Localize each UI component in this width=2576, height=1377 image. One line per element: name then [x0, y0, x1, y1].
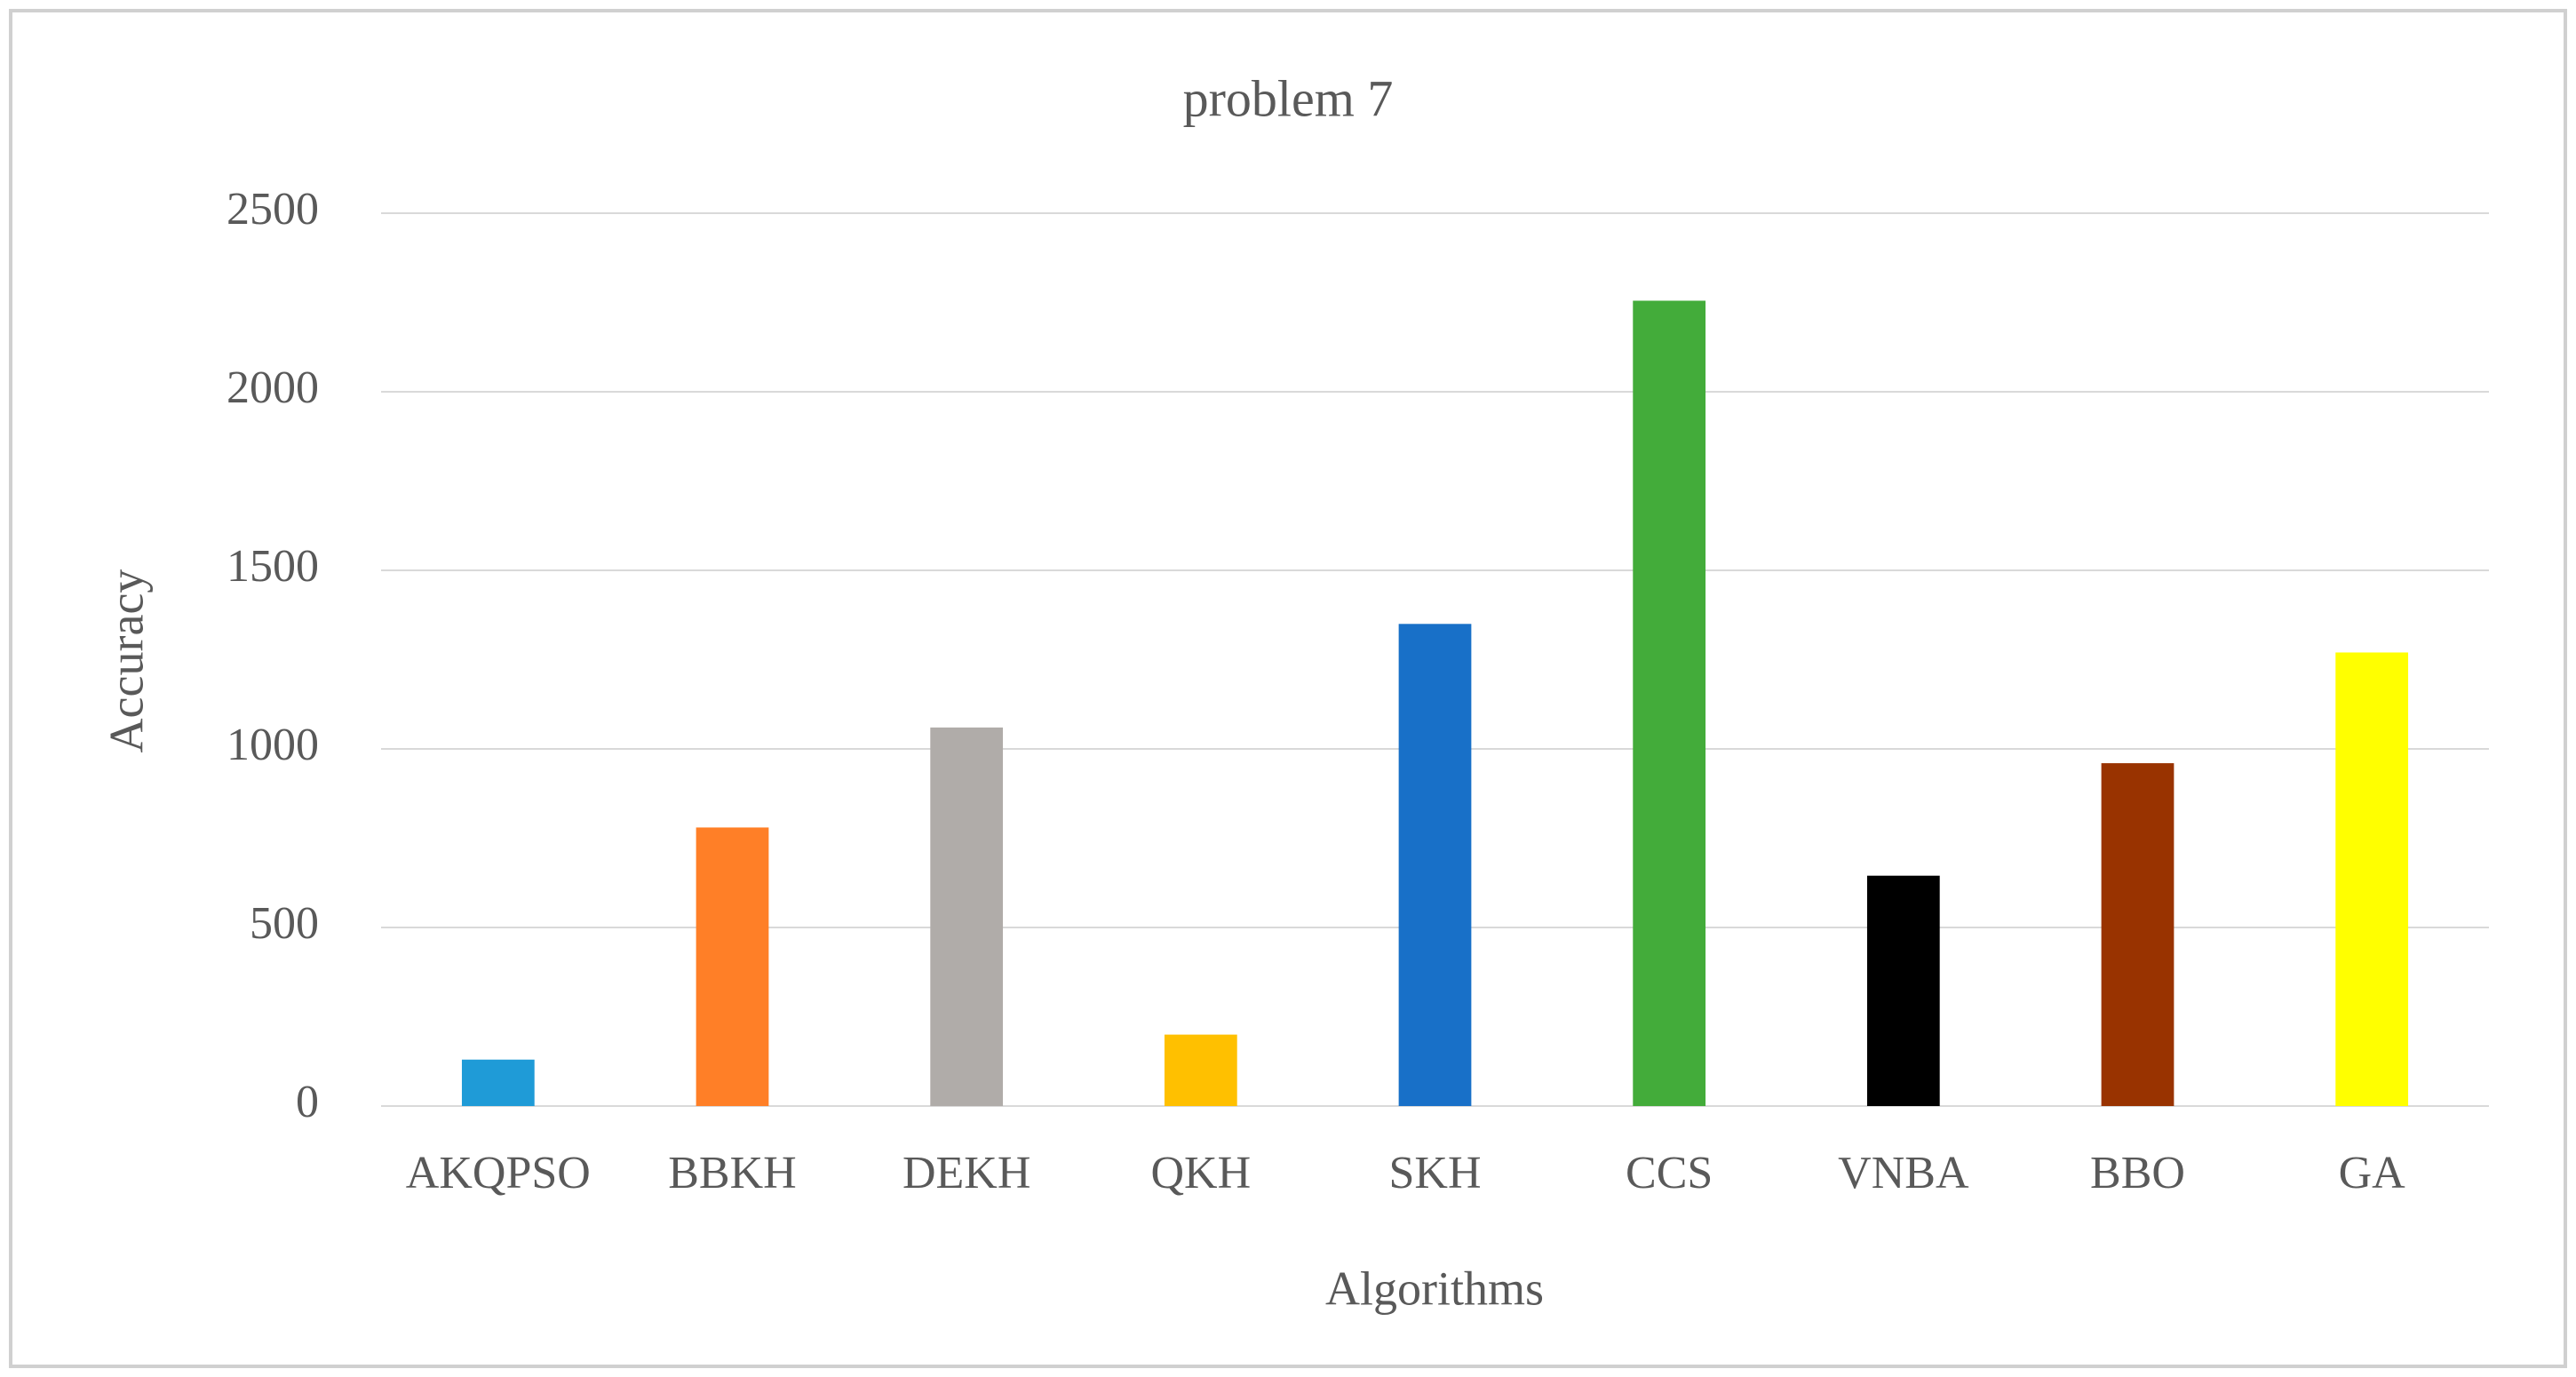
y-tick-label: 1000 [227, 720, 319, 770]
bar [930, 727, 1004, 1106]
y-axis-title: Accuracy [99, 569, 153, 753]
y-tick-label: 0 [296, 1077, 319, 1127]
y-tick-label: 2000 [227, 362, 319, 413]
bar [696, 827, 769, 1106]
x-tick-label: GA [2339, 1148, 2406, 1198]
x-tick-label: BBKH [668, 1148, 796, 1198]
bar [1866, 875, 1940, 1106]
chart-frame [9, 9, 2567, 1368]
bar [461, 1059, 535, 1106]
bar [1398, 624, 1472, 1106]
bar [1164, 1034, 1237, 1106]
y-tick-label: 2500 [227, 184, 319, 235]
x-tick-label: SKH [1388, 1148, 1481, 1198]
bar [1633, 300, 1706, 1106]
x-axis-title: Algorithms [1325, 1262, 1544, 1315]
x-tick-label: AKQPSO [406, 1148, 591, 1198]
x-tick-label: CCS [1626, 1148, 1713, 1198]
chart-title: problem 7 [1183, 69, 1394, 127]
bar [2335, 652, 2409, 1106]
x-tick-label: QKH [1150, 1148, 1251, 1198]
bar [2101, 763, 2174, 1106]
y-tick-label: 500 [250, 898, 319, 949]
x-tick-label: DEKH [902, 1148, 1030, 1198]
y-tick-label: 1500 [227, 541, 319, 592]
x-tick-label: BBO [2090, 1148, 2185, 1198]
x-tick-label: VNBA [1838, 1148, 1969, 1198]
